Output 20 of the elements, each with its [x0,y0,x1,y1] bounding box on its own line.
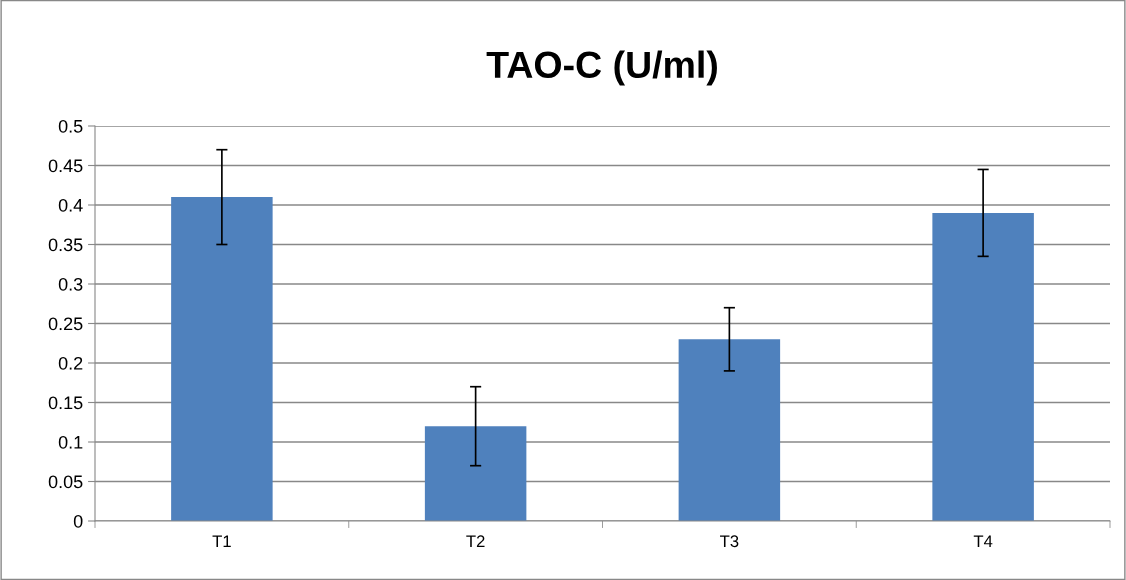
y-tick-label: 0.15 [48,396,83,410]
bar [932,212,1034,521]
y-tick-label: 0.2 [58,356,83,370]
y-tick-label: 0 [73,514,83,528]
bar [171,197,273,521]
y-tick-label: 0.3 [58,277,83,291]
y-tick-label: 0.05 [48,475,83,489]
bar [678,339,781,521]
x-tick-label: T1 [212,535,231,547]
y-tick-label: 0.25 [48,317,83,331]
x-tick-label: T4 [973,535,993,547]
y-tick-label: 0.4 [58,198,83,212]
chart-title: TAO-C (U/ml) [486,50,717,86]
x-tick-label: T3 [720,535,739,548]
y-tick-label: 0.35 [48,238,83,252]
y-tick-label: 0.1 [58,435,83,449]
y-tick-label: 0.45 [48,159,83,173]
x-tick-label: T2 [466,535,485,547]
bar [424,426,527,521]
y-tick-label: 0.5 [58,119,83,133]
